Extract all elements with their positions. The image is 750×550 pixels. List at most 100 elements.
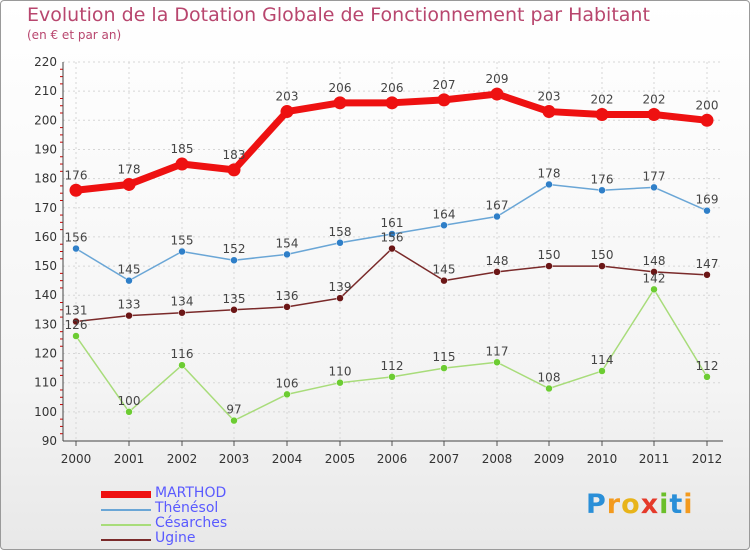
data-label: 202 [643,92,666,106]
x-tick-label: 2008 [482,452,513,466]
data-point [283,250,291,259]
x-tick-label: 2006 [377,452,408,466]
logo-letter: i [683,489,694,520]
data-label: 200 [696,98,719,112]
data-label: 152 [223,242,246,256]
data-point [437,93,451,107]
data-label: 97 [226,403,241,417]
data-label: 145 [433,263,456,277]
data-label: 209 [486,72,509,86]
y-tick-label: 90 [42,434,57,448]
data-point [493,358,501,367]
x-tick-label: 2011 [639,452,670,466]
data-label: 158 [329,225,352,239]
data-label: 206 [329,81,352,95]
data-point [72,244,80,253]
legend-label: MARTHOD [155,485,227,501]
data-point [227,163,241,177]
data-point [598,262,606,270]
proxiti-logo: Proxiti [586,489,694,520]
data-label: 112 [696,359,719,373]
data-label: 177 [643,169,666,183]
x-tick-label: 2004 [272,452,303,466]
data-label: 154 [276,236,299,250]
data-point [493,268,501,276]
data-label: 155 [171,234,194,248]
data-label: 167 [486,199,509,213]
data-point [598,186,606,195]
data-point [122,177,136,191]
data-point [493,212,501,221]
data-label: 145 [118,263,141,277]
logo-letter: x [640,489,660,520]
data-point [545,180,553,189]
data-labels: 126 100 116 97 106 110 112 115 117 108 114 142 112 13… [65,72,719,417]
data-point [650,285,658,294]
data-label: 115 [433,350,456,364]
data-label: 164 [433,207,456,221]
data-label: 185 [171,142,194,156]
data-point [283,390,291,399]
legend-swatch [101,491,151,498]
data-label: 139 [329,280,352,294]
y-tick-label: 210 [34,84,57,98]
legend-swatch [101,523,151,526]
x-tick-label: 2012 [692,452,723,466]
legend-swatch [101,508,151,511]
data-point [125,311,133,320]
data-label: 142 [643,271,666,285]
legend-swatch [101,538,151,541]
data-point [647,107,661,121]
data-point [440,364,448,372]
chart-title: Evolution de la Dotation Globale de Fonc… [27,4,650,26]
data-point [440,221,448,230]
logo-letter: r [606,489,622,520]
data-label: 203 [538,90,561,104]
data-label: 150 [538,248,561,262]
y-tick-label: 140 [34,288,57,302]
data-label: 203 [276,90,299,104]
y-tick-label: 160 [34,230,57,244]
data-label: 178 [538,166,561,180]
data-point [69,183,83,197]
data-point [598,367,606,375]
data-point [178,308,186,317]
data-point [545,384,553,393]
data-label: 131 [65,303,88,317]
logo-letter: P [586,489,607,520]
legend-label: Thénésol [155,500,219,516]
data-label: 161 [381,216,404,230]
data-point [72,332,80,340]
data-point [703,373,711,381]
data-point [700,113,714,127]
y-tick-label: 180 [34,172,57,186]
y-tick-label: 190 [34,142,57,156]
x-tick-label: 2007 [429,452,460,466]
data-point [542,105,556,119]
y-tick-label: 110 [34,376,57,390]
legend-label: Ugine [155,530,196,546]
data-label: 178 [118,162,141,176]
x-tick-label: 2000 [61,452,92,466]
data-point [703,206,711,215]
data-point [178,361,186,369]
y-tick-label: 150 [34,259,57,273]
grid-lines [63,61,723,441]
data-point [385,96,399,110]
y-tick-label: 100 [34,405,57,419]
data-label: 169 [696,193,719,207]
legend-label: Césarches [155,515,228,531]
x-tick-label: 2010 [587,452,618,466]
data-label: 110 [329,365,352,379]
data-point [72,317,80,326]
x-tick-label: 2003 [219,452,250,466]
data-label: 176 [591,172,614,186]
data-label: 148 [486,254,509,268]
data-label: 202 [591,92,614,106]
y-tick-label: 170 [34,201,57,215]
data-point [388,244,396,253]
data-point [703,271,711,279]
data-point [490,87,504,101]
data-point [230,416,238,425]
data-label: 176 [65,168,88,182]
